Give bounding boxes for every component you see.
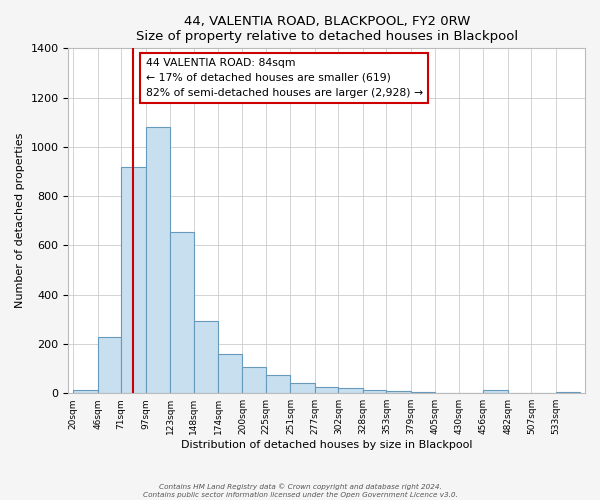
Bar [218,354,242,393]
Bar [170,232,194,393]
Text: Contains HM Land Registry data © Crown copyright and database right 2024.
Contai: Contains HM Land Registry data © Crown c… [143,484,457,498]
Bar [484,390,508,393]
Bar [386,390,411,393]
Bar [411,392,436,393]
Text: 44 VALENTIA ROAD: 84sqm
← 17% of detached houses are smaller (619)
82% of semi-d: 44 VALENTIA ROAD: 84sqm ← 17% of detache… [146,58,422,98]
Bar [363,390,386,393]
Bar [194,320,218,393]
Bar [338,388,363,393]
Bar [266,376,290,393]
Bar [73,390,98,393]
Bar [556,392,580,393]
Bar [315,387,338,393]
Bar [242,366,266,393]
Y-axis label: Number of detached properties: Number of detached properties [15,133,25,308]
Bar [146,127,170,393]
Title: 44, VALENTIA ROAD, BLACKPOOL, FY2 0RW
Size of property relative to detached hous: 44, VALENTIA ROAD, BLACKPOOL, FY2 0RW Si… [136,15,518,43]
Bar [121,166,146,393]
Bar [98,336,121,393]
X-axis label: Distribution of detached houses by size in Blackpool: Distribution of detached houses by size … [181,440,472,450]
Bar [290,384,315,393]
